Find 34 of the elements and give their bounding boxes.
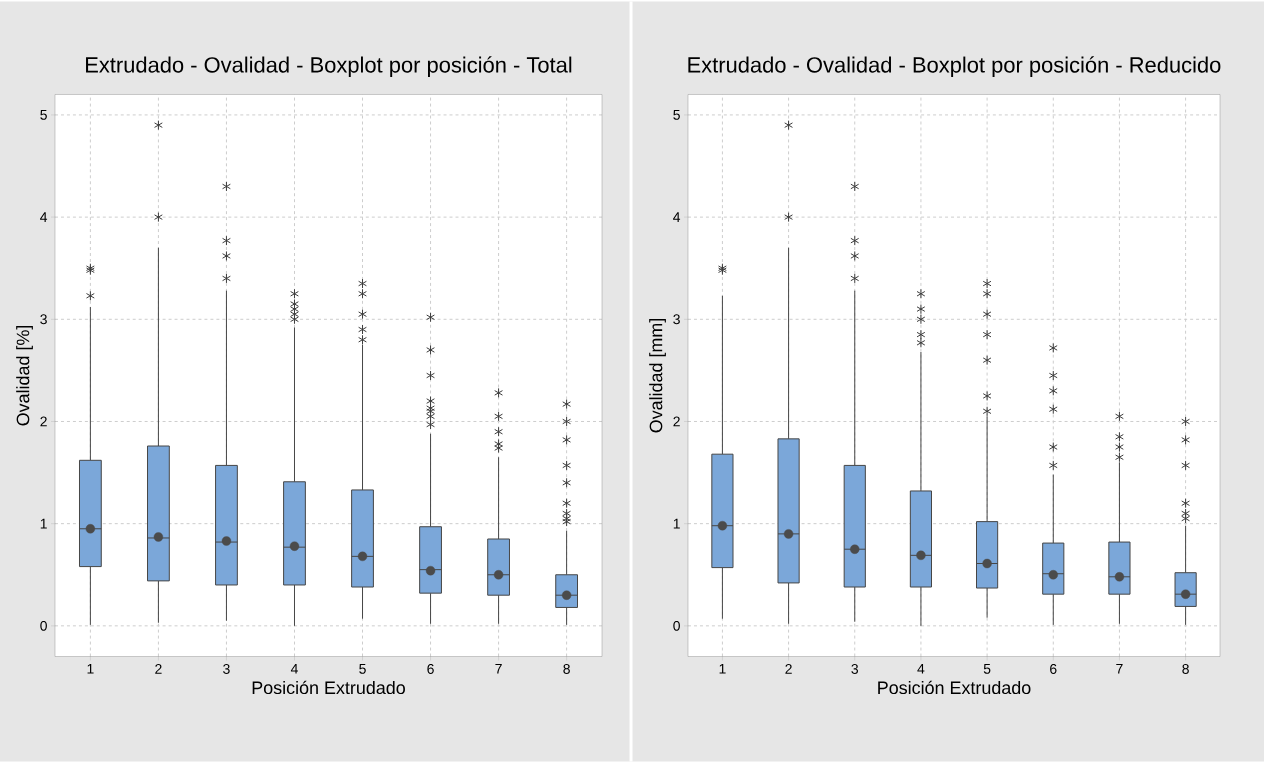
y-tick-label: 0 [40,620,47,631]
x-axis-title: Posición Extrudado [878,680,1031,695]
x-tick-label: 7 [495,664,502,674]
y-tick-label: 4 [673,212,681,222]
x-tick-label: 2 [785,664,792,674]
y-tick-label: 3 [40,314,47,325]
y-tick-label: 2 [40,416,47,427]
chart-title: Extrudado - Ovalidad - Boxplot por posición - Reducido [688,56,1221,77]
x-tick-label: 3 [851,664,859,674]
x-tick-label: 8 [563,664,570,674]
x-tick-label: 5 [983,664,991,674]
x-tick-label: 2 [155,664,162,674]
x-tick-label: 6 [1050,664,1057,674]
y-axis-title: Ovalidad [mm] [649,319,666,433]
y-tick-label: 5 [40,110,47,120]
y-tick-label: 4 [40,212,48,222]
x-tick-label: 1 [87,664,94,674]
x-tick-label: 3 [223,664,230,674]
x-tick-label: 5 [359,664,366,674]
y-tick-label: 1 [40,518,47,529]
x-tick-label: 8 [1182,664,1189,674]
chart-title: Extrudado - Ovalidad - Boxplot por posición - Total [86,56,572,77]
y-tick-label: 5 [673,110,680,120]
y-tick-label: 1 [673,518,680,529]
y-tick-label: 2 [673,416,680,427]
y-tick-label: 3 [673,314,680,325]
y-tick-label: 0 [673,620,680,631]
x-axis-title: Posición Extrudado [252,680,405,695]
x-tick-label: 4 [917,664,925,674]
x-tick-label: 1 [719,664,726,674]
x-tick-label: 6 [427,664,434,674]
y-axis-title: Ovalidad [%] [16,325,33,426]
x-tick-label: 4 [290,664,298,674]
x-tick-label: 7 [1116,664,1123,674]
